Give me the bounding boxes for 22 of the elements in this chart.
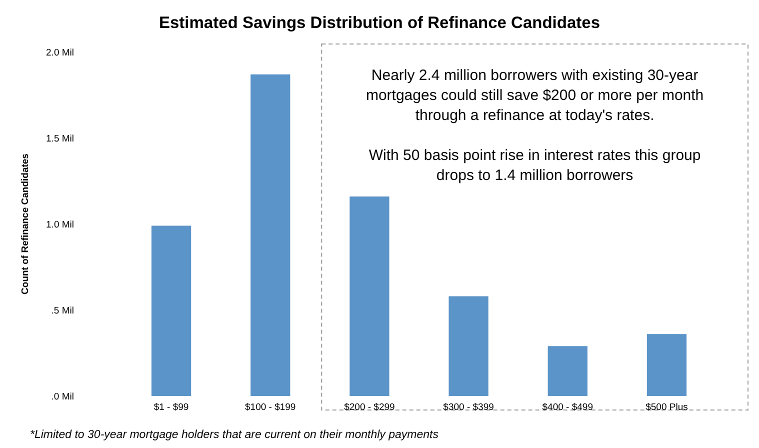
x-tick-label: $200 - $299 [344,402,395,413]
chart-title: Estimated Savings Distribution of Refinance Candidates [159,14,600,32]
x-tick-label: $1 - $99 [154,402,189,413]
annotation: With 50 basis point rise in interest rates this group drops to 1.4 million borrowers [368,147,701,184]
bar [350,196,390,396]
y-tick-label: .5 Mil [51,305,74,316]
y-tick-label: .0 Mil [51,391,74,402]
text: *Limited to 30-year mortgage holders that are current on their monthly payments [30,429,439,441]
y-tick-label: 1.5 Mil [46,133,74,144]
annotation: Nearly 2.4 million borrowers with existing 30-year mortgages could still save $200 or more per month through a refinance at today's rates. [366,67,704,124]
x-tick-label: $400 - $499 [542,402,593,413]
x-tick-label: $100 - $199 [245,402,296,413]
bar [250,74,290,396]
x-tick-label: $300 - $399 [443,402,494,413]
bar [646,334,687,396]
y-axis-title: Count of Refinance Candidates [20,154,31,294]
y-tick-label: 2.0 Mil [46,47,74,58]
x-tick-label: $500 Plus [646,402,688,413]
bar [151,226,192,396]
bar [448,296,488,396]
y-tick-label: 1.0 Mil [46,219,74,230]
bar [548,346,588,396]
